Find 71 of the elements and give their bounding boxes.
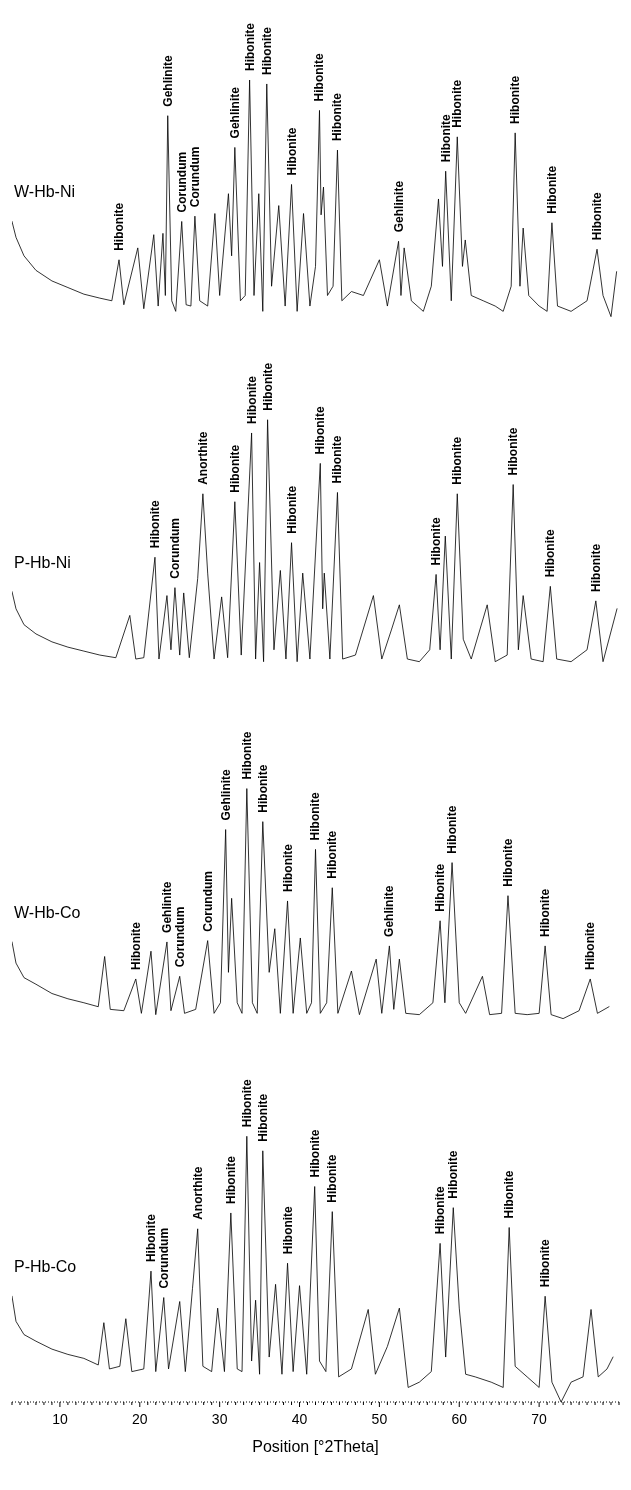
annotation: Anorthite	[190, 1166, 205, 1220]
x-tick-label: 40	[291, 1411, 308, 1427]
annotation: Hibonite	[325, 830, 340, 879]
annotation: Gehlinite	[218, 768, 233, 821]
annotation: Hibonite	[543, 529, 558, 578]
annotation: Hibonite	[588, 543, 603, 592]
x-tick-label: 70	[531, 1411, 548, 1427]
annotation: Gehlinite	[160, 55, 175, 107]
annotation: Hibonite	[128, 921, 143, 970]
annotation: Hibonite	[313, 406, 328, 455]
annotation: Hibonite	[255, 1093, 270, 1142]
annotation: Hibonite	[438, 113, 453, 163]
annotation: Hibonite	[544, 165, 559, 214]
annotation: Hibonite	[429, 517, 444, 566]
annotation: Corundum	[187, 146, 202, 208]
annotation: Hibonite	[255, 764, 270, 813]
annotation: Gehlinite	[227, 86, 242, 139]
annotation: Hibonite	[433, 1186, 448, 1235]
series-label: P-Hb-Co	[14, 1258, 77, 1276]
annotation: Anorthite	[195, 431, 210, 485]
annotation: Gehlinite	[382, 885, 397, 937]
series-label: P-Hb-Ni	[14, 553, 71, 571]
annotation: Hibonite	[325, 1154, 340, 1203]
annotation: Hibonite	[147, 499, 162, 549]
annotation: Hibonite	[500, 838, 515, 887]
annotation: Hibonite	[284, 127, 299, 176]
x-tick-label: 50	[371, 1411, 388, 1427]
annotation: Hibonite	[538, 888, 553, 937]
annotation: Hibonite	[227, 444, 242, 493]
annotation: Gehlinite	[159, 881, 174, 933]
annotation: Hibonite	[112, 202, 127, 251]
annotation: Hibonite	[223, 1155, 238, 1204]
annotation: Hibonite	[143, 1213, 158, 1263]
annotation: Hibonite	[239, 731, 254, 780]
annotation: Hibonite	[280, 1205, 295, 1255]
annotation: Hibonite	[583, 921, 598, 970]
annotation: Hibonite	[445, 805, 460, 854]
annotation: Hibonite	[244, 375, 259, 424]
annotation: Hibonite	[502, 1170, 517, 1219]
x-tick-label: 20	[132, 1411, 148, 1427]
annotation: Hibonite	[506, 427, 521, 476]
annotation: Hibonite	[312, 53, 327, 102]
annotation: Hibonite	[538, 1238, 553, 1288]
annotation: Corundum	[156, 1227, 171, 1289]
annotation: Gehlinite	[391, 180, 406, 233]
annotation: Hibonite	[450, 436, 465, 485]
annotation: Hibonite	[280, 843, 295, 892]
annotation: Hibonite	[330, 92, 345, 142]
annotation: Hibonite	[508, 75, 523, 124]
annotation: Hibonite	[446, 1150, 461, 1199]
annotation: Hibonite	[433, 863, 448, 912]
annotation: Hibonite	[590, 191, 605, 241]
x-axis-title: Position [°2Theta]	[252, 1438, 379, 1455]
annotation: Hibonite	[259, 26, 274, 75]
annotation: Corundum	[167, 517, 182, 579]
x-tick-label: 60	[451, 1411, 468, 1427]
annotation: Corundum	[200, 870, 215, 932]
annotation: Corundum	[172, 906, 187, 968]
series-label: W-Hb-Ni	[14, 183, 76, 201]
annotation: Hibonite	[307, 1129, 322, 1178]
annotation: Hibonite	[242, 22, 257, 71]
annotation: Hibonite	[239, 1078, 254, 1128]
x-tick-label: 30	[211, 1411, 228, 1427]
annotation: Hibonite	[284, 485, 299, 534]
annotation: Hibonite	[330, 435, 345, 484]
series-label: W-Hb-Co	[14, 903, 81, 921]
annotation: Hibonite	[260, 362, 275, 411]
annotation: Corundum	[174, 151, 189, 213]
annotation: Hibonite	[308, 792, 323, 841]
annotation: Hibonite	[450, 79, 465, 128]
x-tick-label: 10	[52, 1411, 68, 1427]
